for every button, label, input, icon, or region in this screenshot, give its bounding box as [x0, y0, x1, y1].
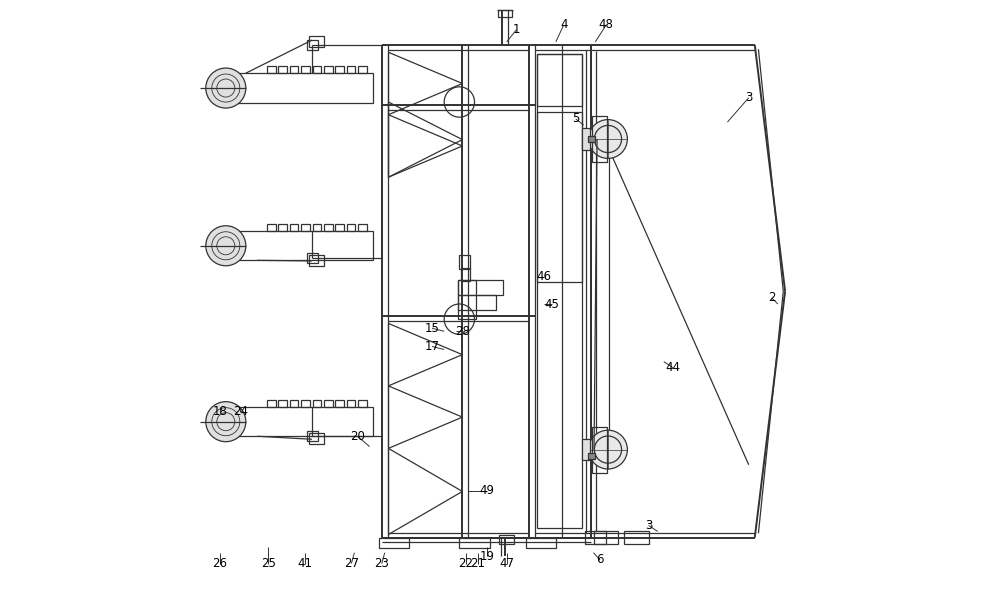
Bar [347, 224, 355, 231]
Bar [324, 224, 333, 231]
Bar [290, 399, 298, 407]
Text: 47: 47 [499, 557, 514, 570]
Text: 27: 27 [344, 557, 359, 570]
Text: 15: 15 [425, 322, 439, 335]
Bar [313, 66, 321, 74]
Bar [582, 439, 590, 460]
Bar [267, 399, 276, 407]
Bar [458, 280, 476, 319]
Bar [267, 224, 276, 231]
Bar [459, 537, 490, 548]
Bar [218, 231, 373, 260]
Bar [301, 224, 310, 231]
Text: 3: 3 [645, 519, 652, 532]
Bar [537, 54, 582, 106]
Text: 5: 5 [572, 112, 580, 125]
Bar [379, 537, 409, 548]
Circle shape [206, 68, 246, 108]
Bar [290, 224, 298, 231]
Bar [588, 136, 595, 142]
Circle shape [206, 402, 246, 441]
Bar [347, 66, 355, 74]
Bar [526, 537, 556, 548]
Bar [347, 399, 355, 407]
Bar [324, 399, 333, 407]
Bar [499, 534, 514, 544]
Text: 48: 48 [599, 18, 614, 32]
Bar [301, 399, 310, 407]
Bar [585, 531, 606, 544]
Bar [592, 427, 607, 472]
Bar [307, 253, 318, 263]
Bar [537, 54, 582, 528]
Bar [309, 434, 324, 444]
Bar [537, 112, 582, 282]
Text: 46: 46 [537, 270, 552, 283]
Bar [582, 128, 590, 150]
Bar [594, 531, 618, 544]
Bar [335, 66, 344, 74]
Text: 45: 45 [544, 297, 559, 311]
Circle shape [589, 120, 627, 159]
Text: 19: 19 [480, 550, 495, 563]
Bar [290, 66, 298, 74]
Bar [309, 36, 324, 47]
Circle shape [589, 430, 627, 469]
Bar [592, 116, 607, 162]
Bar [335, 399, 344, 407]
Circle shape [206, 226, 246, 266]
Bar [459, 255, 470, 269]
Bar [498, 10, 512, 17]
Bar [267, 66, 276, 74]
Bar [624, 531, 649, 544]
Bar [335, 224, 344, 231]
Text: 23: 23 [374, 557, 389, 570]
Bar [358, 224, 367, 231]
Bar [218, 74, 373, 103]
Text: 17: 17 [425, 340, 440, 353]
Bar [313, 224, 321, 231]
Bar [278, 224, 287, 231]
Text: 28: 28 [455, 325, 470, 338]
Text: 1: 1 [513, 23, 520, 36]
Bar [358, 399, 367, 407]
Text: 26: 26 [212, 557, 227, 570]
Text: 22: 22 [459, 557, 474, 570]
Bar [358, 66, 367, 74]
Bar [307, 432, 318, 441]
Text: 21: 21 [470, 557, 485, 570]
Text: 2: 2 [768, 291, 776, 305]
Bar [458, 295, 496, 310]
Bar [458, 280, 503, 295]
Bar [301, 66, 310, 74]
Bar [218, 407, 373, 437]
Text: 44: 44 [665, 361, 680, 374]
Text: 20: 20 [350, 430, 365, 443]
Bar [461, 268, 470, 281]
Text: 18: 18 [212, 406, 227, 418]
Text: 4: 4 [560, 18, 567, 32]
Bar [307, 40, 318, 50]
Text: 49: 49 [479, 485, 494, 497]
Text: 41: 41 [297, 557, 312, 570]
Bar [278, 66, 287, 74]
Bar [313, 399, 321, 407]
Bar [588, 452, 595, 458]
Bar [324, 66, 333, 74]
Text: 3: 3 [745, 91, 752, 104]
Text: 25: 25 [261, 557, 276, 570]
Text: 6: 6 [596, 553, 604, 567]
Text: 24: 24 [233, 406, 248, 418]
Bar [309, 255, 324, 266]
Bar [278, 399, 287, 407]
